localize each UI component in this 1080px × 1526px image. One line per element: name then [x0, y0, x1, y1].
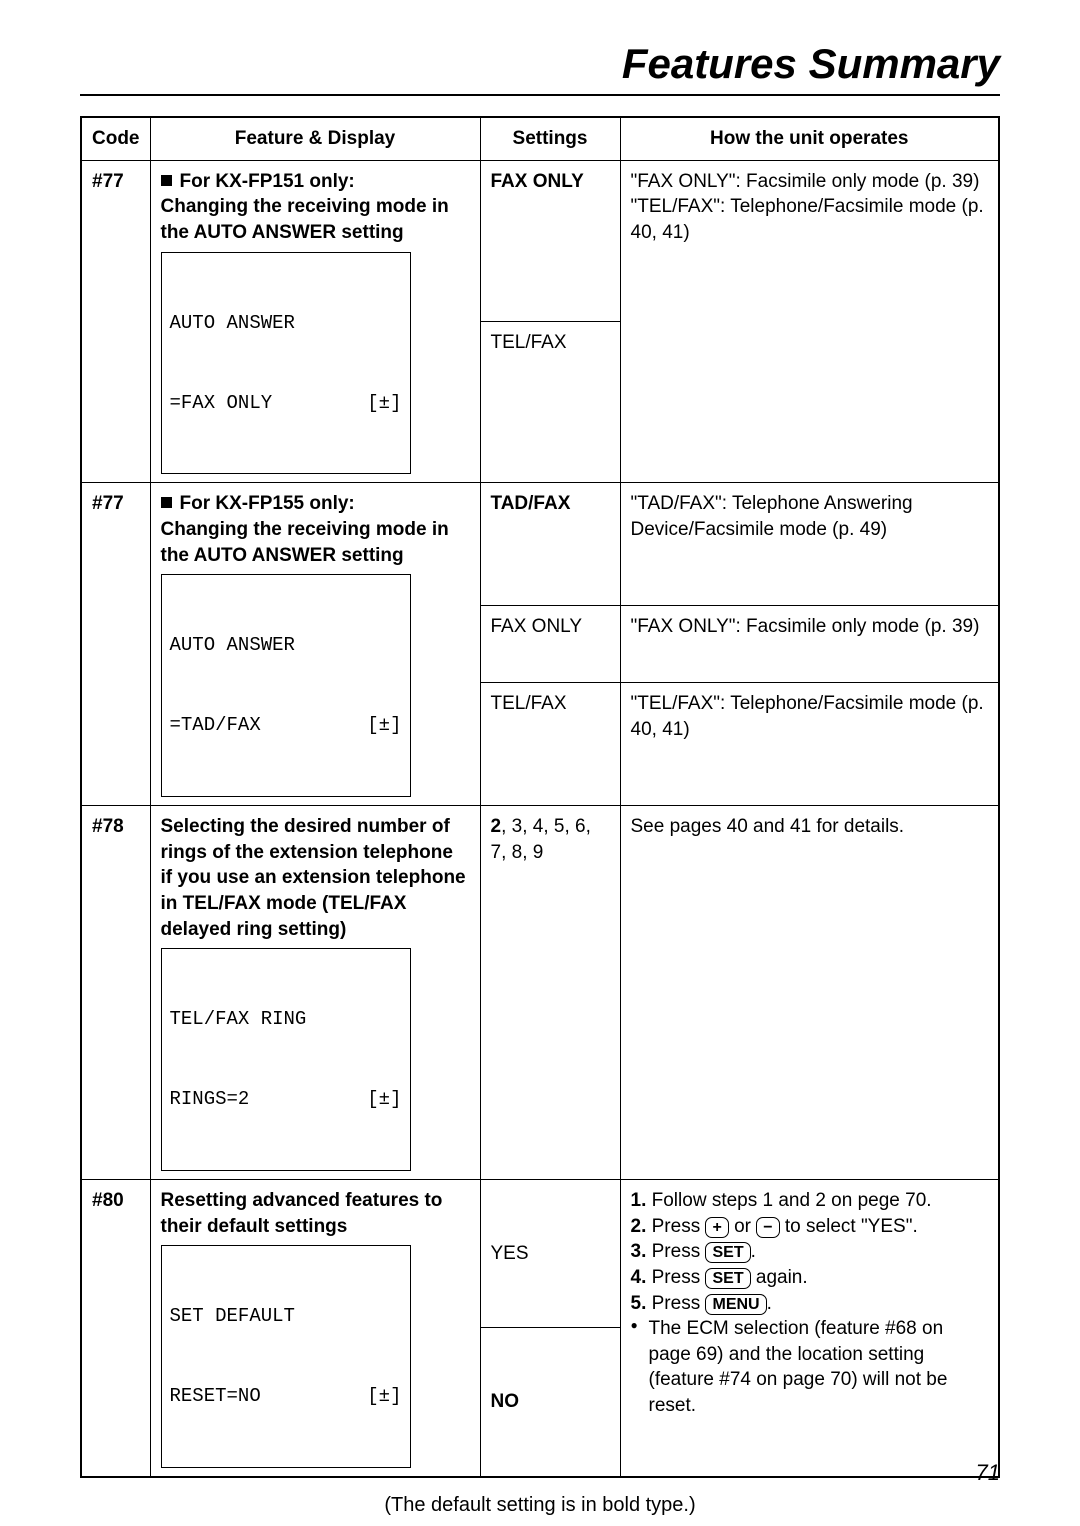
- feature-prefix: For KX-FP151 only:: [180, 171, 355, 192]
- minus-key-icon: −: [756, 1217, 779, 1238]
- settings-cell: 2, 3, 4, 5, 6, 7, 8, 9: [480, 805, 620, 1179]
- settings-cell: NO: [480, 1327, 620, 1477]
- code-cell: #77: [81, 483, 150, 806]
- lcd-line1: AUTO ANSWER: [170, 632, 402, 659]
- feature-cell: For KX-FP151 only: Changing the receivin…: [150, 160, 480, 483]
- settings-cell: YES: [480, 1179, 620, 1327]
- bullet-list: The ECM selection (feature #68 on page 6…: [631, 1316, 989, 1419]
- operates-cell: 1. Follow steps 1 and 2 on pege 70. 2. P…: [620, 1179, 999, 1477]
- set-key-icon: SET: [705, 1242, 750, 1263]
- page-title: Features Summary: [622, 40, 1000, 88]
- square-bullet-icon: [161, 497, 172, 508]
- feature-desc: Resetting advanced features to their def…: [161, 1190, 443, 1237]
- feature-cell: Selecting the desired number of rings of…: [150, 805, 480, 1179]
- code-cell: #78: [81, 805, 150, 1179]
- settings-cell: TEL/FAX: [480, 321, 620, 482]
- op-step: 1. Follow steps 1 and 2 on pege 70.: [631, 1188, 989, 1214]
- operates-line: "TEL/FAX": Telephone/Facsimile mode (p. …: [631, 194, 989, 245]
- op-step: 4. Press SET again.: [631, 1265, 989, 1291]
- feature-prefix: For KX-FP155 only:: [180, 493, 355, 514]
- settings-cell: TAD/FAX: [480, 483, 620, 606]
- op-step: 3. Press SET.: [631, 1239, 989, 1265]
- lcd-line2: RESET=NO[±]: [170, 1383, 402, 1410]
- lcd-line1: SET DEFAULT: [170, 1303, 402, 1330]
- operates-cell: "FAX ONLY": Facsimile only mode (p. 39): [620, 606, 999, 683]
- page-header: Features Summary: [80, 40, 1000, 96]
- operates-cell: "TEL/FAX": Telephone/Facsimile mode (p. …: [620, 683, 999, 806]
- page-number: 71: [976, 1460, 1000, 1486]
- setting-rest: , 3, 4, 5, 6, 7, 8, 9: [491, 816, 591, 863]
- operates-line: "FAX ONLY": Facsimile only mode (p. 39): [631, 169, 989, 195]
- menu-key-icon: MENU: [705, 1294, 766, 1315]
- feature-cell: For KX-FP155 only: Changing the receivin…: [150, 483, 480, 806]
- code-cell: #77: [81, 160, 150, 483]
- features-table: Code Feature & Display Settings How the …: [80, 116, 1000, 1478]
- plus-key-icon: +: [705, 1217, 728, 1238]
- lcd-display: TEL/FAX RING RINGS=2[±]: [161, 948, 411, 1171]
- lcd-line1: TEL/FAX RING: [170, 1006, 402, 1033]
- feature-desc: Selecting the desired number of rings of…: [161, 816, 466, 940]
- lcd-line2: =FAX ONLY[±]: [170, 390, 402, 417]
- op-step: 2. Press + or − to select "YES".: [631, 1214, 989, 1240]
- bullet-note: The ECM selection (feature #68 on page 6…: [631, 1316, 989, 1419]
- settings-cell: FAX ONLY: [480, 160, 620, 321]
- lcd-line2: =TAD/FAX[±]: [170, 712, 402, 739]
- feature-desc: Changing the receiving mode in the AUTO …: [161, 196, 449, 243]
- footnote: (The default setting is in bold type.): [80, 1494, 1000, 1517]
- col-settings: Settings: [480, 117, 620, 160]
- table-row: #78 Selecting the desired number of ring…: [81, 805, 999, 1179]
- feature-cell: Resetting advanced features to their def…: [150, 1179, 480, 1477]
- feature-desc: Changing the receiving mode in the AUTO …: [161, 519, 449, 566]
- col-operates: How the unit operates: [620, 117, 999, 160]
- lcd-line2: RINGS=2[±]: [170, 1086, 402, 1113]
- square-bullet-icon: [161, 175, 172, 186]
- lcd-display: SET DEFAULT RESET=NO[±]: [161, 1245, 411, 1468]
- lcd-display: AUTO ANSWER =TAD/FAX[±]: [161, 574, 411, 797]
- col-code: Code: [81, 117, 150, 160]
- settings-cell: FAX ONLY: [480, 606, 620, 683]
- table-row: #80 Resetting advanced features to their…: [81, 1179, 999, 1327]
- lcd-display: AUTO ANSWER =FAX ONLY[±]: [161, 252, 411, 475]
- table-header-row: Code Feature & Display Settings How the …: [81, 117, 999, 160]
- table-row: #77 For KX-FP155 only: Changing the rece…: [81, 483, 999, 606]
- col-feature: Feature & Display: [150, 117, 480, 160]
- operates-cell: See pages 40 and 41 for details.: [620, 805, 999, 1179]
- settings-cell: TEL/FAX: [480, 683, 620, 806]
- operates-cell: "TAD/FAX": Telephone Answering Device/Fa…: [620, 483, 999, 606]
- lcd-line1: AUTO ANSWER: [170, 310, 402, 337]
- setting-default: 2: [491, 816, 502, 837]
- table-row: #77 For KX-FP151 only: Changing the rece…: [81, 160, 999, 321]
- code-cell: #80: [81, 1179, 150, 1477]
- operates-cell: "FAX ONLY": Facsimile only mode (p. 39) …: [620, 160, 999, 483]
- set-key-icon: SET: [705, 1268, 750, 1289]
- op-step: 5. Press MENU.: [631, 1291, 989, 1317]
